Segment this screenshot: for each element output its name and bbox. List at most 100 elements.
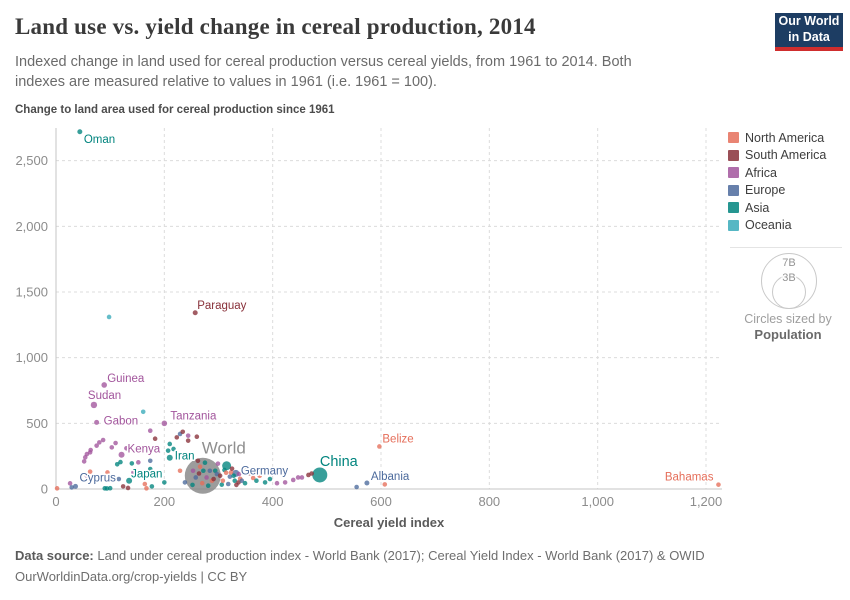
data-point-country[interactable]: [299, 475, 305, 480]
data-point-country[interactable]: [140, 409, 146, 415]
data-point-country[interactable]: [197, 464, 203, 469]
data-point-country[interactable]: [125, 485, 131, 491]
data-point-country[interactable]: [116, 476, 122, 482]
legend-item-africa[interactable]: Africa: [728, 164, 826, 182]
scatter-plot[interactable]: 0 500 1,000 1,500 2,000 2,500 0 200 400 600 800 1,0…: [0, 118, 740, 538]
data-point-paraguay[interactable]: [192, 310, 198, 316]
data-point-kenya[interactable]: [118, 451, 125, 458]
data-point-country[interactable]: [219, 482, 225, 487]
data-point-country[interactable]: [236, 471, 242, 477]
data-point-iran[interactable]: [166, 454, 173, 461]
data-point-country[interactable]: [162, 480, 167, 485]
data-point-country[interactable]: [54, 486, 60, 491]
data-point-country[interactable]: [149, 484, 155, 489]
data-point-country[interactable]: [194, 434, 200, 440]
data-point-country[interactable]: [113, 440, 118, 446]
data-point-country[interactable]: [295, 475, 301, 480]
data-point-country[interactable]: [190, 482, 195, 488]
data-point-country[interactable]: [382, 482, 388, 487]
data-point-country[interactable]: [177, 468, 183, 474]
data-point-country[interactable]: [124, 445, 129, 451]
data-point-country[interactable]: [180, 429, 186, 435]
data-point-gabon[interactable]: [94, 419, 100, 425]
data-point-country[interactable]: [69, 485, 75, 490]
data-point-country[interactable]: [109, 445, 115, 450]
data-point-country[interactable]: [129, 461, 135, 466]
data-point-country[interactable]: [131, 470, 136, 475]
data-point-country[interactable]: [190, 468, 196, 474]
data-point-country[interactable]: [187, 455, 193, 460]
data-point-country[interactable]: [147, 466, 153, 472]
data-point-country[interactable]: [223, 470, 229, 476]
data-point-country[interactable]: [274, 480, 280, 486]
owid-logo[interactable]: Our World in Data: [775, 13, 843, 51]
data-point-country[interactable]: [107, 485, 113, 491]
data-point-country[interactable]: [225, 481, 231, 487]
data-point-japan[interactable]: [126, 477, 133, 484]
data-point-country[interactable]: [228, 470, 234, 475]
data-point-country[interactable]: [202, 460, 208, 466]
data-point-bahamas[interactable]: [716, 482, 721, 487]
data-point-country[interactable]: [244, 465, 250, 471]
data-point-country[interactable]: [118, 459, 123, 465]
data-point-country[interactable]: [87, 469, 93, 474]
legend-item-europe[interactable]: Europe: [728, 182, 826, 200]
data-point-country[interactable]: [195, 458, 201, 464]
data-point-country[interactable]: [165, 448, 171, 453]
data-point-country[interactable]: [290, 477, 296, 483]
data-point-country[interactable]: [147, 458, 153, 464]
data-point-country[interactable]: [354, 484, 359, 490]
data-point-albania[interactable]: [364, 480, 370, 486]
data-point-guinea[interactable]: [101, 382, 108, 388]
data-point-country[interactable]: [171, 446, 176, 452]
data-point-country[interactable]: [232, 478, 238, 484]
data-point-country[interactable]: [105, 470, 110, 475]
data-point-country[interactable]: [231, 473, 236, 479]
data-point-country[interactable]: [193, 475, 199, 480]
legend-item-asia[interactable]: Asia: [728, 199, 826, 217]
data-point-country[interactable]: [142, 481, 148, 487]
data-point-country[interactable]: [229, 466, 235, 471]
data-point-country[interactable]: [196, 471, 202, 476]
data-point-country[interactable]: [152, 436, 158, 441]
data-point-country[interactable]: [257, 473, 262, 479]
data-point-oman[interactable]: [77, 129, 83, 135]
data-point-country[interactable]: [239, 478, 245, 484]
data-point-cyprus[interactable]: [73, 483, 79, 489]
data-point-country[interactable]: [199, 480, 205, 486]
data-point-country[interactable]: [88, 447, 93, 453]
data-point-country[interactable]: [120, 484, 126, 489]
data-point-country[interactable]: [182, 480, 188, 485]
data-point-country[interactable]: [211, 476, 216, 482]
data-point-country[interactable]: [100, 437, 106, 443]
data-point-country[interactable]: [247, 470, 252, 476]
data-point-china[interactable]: [312, 467, 328, 483]
legend-item-north-america[interactable]: North America: [728, 129, 826, 147]
data-point-country[interactable]: [185, 438, 191, 443]
data-point-country[interactable]: [215, 461, 221, 466]
data-point-country[interactable]: [205, 483, 211, 489]
data-point-country[interactable]: [114, 462, 120, 467]
data-point-country[interactable]: [67, 481, 73, 486]
data-point-country[interactable]: [136, 460, 141, 465]
data-point-country[interactable]: [106, 314, 112, 320]
data-point-country[interactable]: [144, 486, 149, 491]
data-point-country[interactable]: [132, 448, 137, 454]
data-point-country[interactable]: [147, 428, 153, 433]
data-point-country[interactable]: [207, 468, 213, 474]
footer-link-line[interactable]: OurWorldinData.org/crop-yields | CC BY: [15, 568, 248, 584]
data-point-country[interactable]: [94, 443, 99, 448]
data-point-country[interactable]: [81, 459, 87, 464]
data-point-country[interactable]: [201, 468, 206, 474]
data-point-country[interactable]: [282, 480, 288, 485]
data-point-country[interactable]: [217, 473, 223, 479]
legend-item-oceania[interactable]: Oceania: [728, 217, 826, 235]
data-point-country[interactable]: [185, 433, 191, 438]
data-point-country[interactable]: [167, 441, 173, 447]
data-point-country[interactable]: [309, 471, 314, 476]
data-point-tanzania[interactable]: [161, 420, 168, 427]
data-point-country[interactable]: [174, 435, 180, 440]
data-point-country[interactable]: [242, 480, 248, 486]
data-point-country[interactable]: [220, 478, 226, 484]
data-point-country[interactable]: [204, 475, 209, 480]
